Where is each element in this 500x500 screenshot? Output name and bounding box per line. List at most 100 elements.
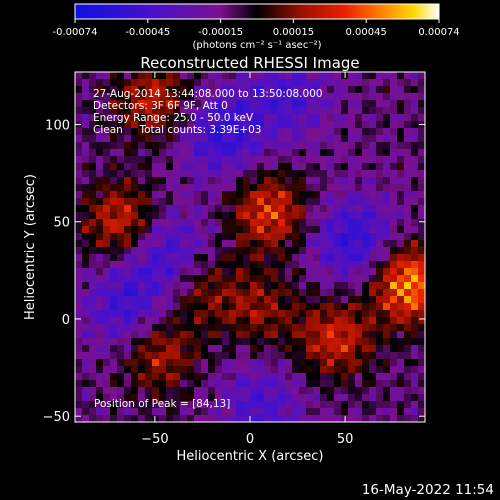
heatmap-cell — [173, 380, 181, 388]
heatmap-cell — [166, 177, 174, 185]
heatmap-cell — [390, 387, 398, 395]
heatmap-cell — [110, 86, 118, 94]
heatmap-cell — [250, 205, 258, 213]
heatmap-cell — [236, 275, 244, 283]
heatmap-cell — [131, 170, 139, 178]
heatmap-cell — [418, 345, 425, 353]
colorbar-tick-label: -0.00074 — [53, 27, 98, 38]
heatmap-cell — [355, 219, 363, 227]
heatmap-cell — [243, 303, 251, 311]
heatmap-cell — [194, 198, 202, 206]
heatmap-cell — [82, 184, 90, 192]
heatmap-cell — [159, 317, 167, 325]
chart-title: Reconstructed RHESSI Image — [140, 54, 359, 72]
heatmap-cell — [131, 394, 139, 402]
heatmap-cell — [201, 177, 209, 185]
heatmap-cell — [341, 93, 349, 101]
heatmap-cell — [257, 387, 265, 395]
heatmap-cell — [138, 331, 146, 339]
heatmap-cell — [327, 401, 335, 409]
heatmap-cell — [404, 261, 412, 269]
heatmap-cell — [187, 212, 195, 220]
heatmap-cell — [173, 128, 181, 136]
heatmap-cell — [215, 170, 223, 178]
heatmap-cell — [229, 170, 237, 178]
heatmap-cell — [320, 331, 328, 339]
heatmap-cell — [166, 324, 174, 332]
heatmap-cell — [278, 380, 286, 388]
heatmap-cell — [110, 282, 118, 290]
heatmap-cell — [285, 296, 293, 304]
heatmap-cell — [334, 387, 342, 395]
heatmap-cell — [117, 289, 125, 297]
heatmap-cell — [173, 331, 181, 339]
heatmap-cell — [418, 282, 425, 290]
heatmap-cell — [159, 170, 167, 178]
heatmap-cell — [166, 163, 174, 171]
heatmap-cell — [250, 170, 258, 178]
heatmap-cell — [383, 268, 391, 276]
heatmap-cell — [264, 366, 272, 374]
heatmap-cell — [285, 156, 293, 164]
heatmap-cell — [376, 247, 384, 255]
heatmap-cell — [390, 282, 398, 290]
heatmap-cell — [152, 114, 160, 122]
heatmap-cell — [355, 275, 363, 283]
heatmap-cell — [369, 268, 377, 276]
heatmap-cell — [306, 387, 314, 395]
heatmap-cell — [418, 408, 425, 416]
heatmap-cell — [110, 275, 118, 283]
heatmap-cell — [299, 107, 307, 115]
heatmap-cell — [418, 359, 425, 367]
heatmap-cell — [103, 142, 111, 150]
heatmap-cell — [355, 240, 363, 248]
heatmap-cell — [152, 149, 160, 157]
heatmap-cell — [334, 373, 342, 381]
heatmap-cell — [292, 100, 300, 108]
heatmap-cell — [320, 121, 328, 129]
heatmap-cell — [362, 352, 370, 360]
heatmap-cell — [152, 156, 160, 164]
heatmap-cell — [96, 394, 104, 402]
heatmap-cell — [124, 240, 132, 248]
heatmap-cell — [257, 359, 265, 367]
heatmap-cell — [299, 373, 307, 381]
heatmap-cell — [166, 156, 174, 164]
heatmap-cell — [320, 303, 328, 311]
heatmap-cell — [362, 345, 370, 353]
heatmap-cell — [138, 310, 146, 318]
heatmap-cell — [313, 156, 321, 164]
heatmap-cell — [320, 387, 328, 395]
heatmap-cell — [369, 401, 377, 409]
heatmap-cell — [82, 191, 90, 199]
heatmap-cell — [187, 296, 195, 304]
heatmap-cell — [341, 233, 349, 241]
heatmap-cell — [390, 303, 398, 311]
heatmap-cell — [264, 226, 272, 234]
heatmap-cell — [89, 121, 97, 129]
heatmap-cell — [110, 142, 118, 150]
heatmap-cell — [341, 331, 349, 339]
heatmap-cell — [306, 366, 314, 374]
heatmap-cell — [229, 366, 237, 374]
heatmap-cell — [306, 310, 314, 318]
heatmap-cell — [383, 303, 391, 311]
heatmap-cell — [96, 373, 104, 381]
heatmap-cell — [117, 86, 125, 94]
heatmap-cell — [131, 184, 139, 192]
heatmap-cell — [369, 184, 377, 192]
heatmap-cell — [250, 247, 258, 255]
heatmap-cell — [243, 156, 251, 164]
heatmap-cell — [397, 226, 405, 234]
heatmap-cell — [334, 121, 342, 129]
heatmap-cell — [117, 254, 125, 262]
heatmap-cell — [131, 107, 139, 115]
heatmap-cell — [411, 149, 419, 157]
heatmap-cell — [411, 191, 419, 199]
heatmap-cell — [306, 219, 314, 227]
heatmap-cell — [404, 205, 412, 213]
heatmap-cell — [124, 394, 132, 402]
heatmap-cell — [355, 289, 363, 297]
heatmap-cell — [159, 121, 167, 129]
heatmap-cell — [173, 142, 181, 150]
